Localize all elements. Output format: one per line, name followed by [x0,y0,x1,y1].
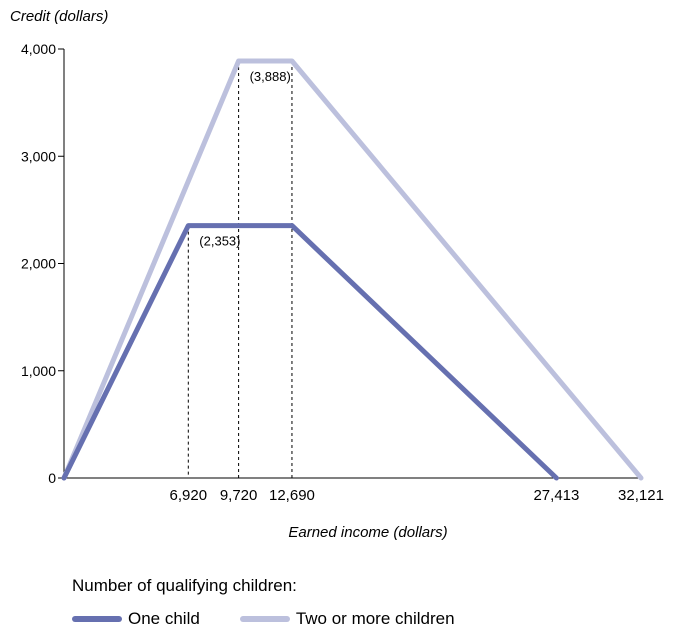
axes [58,48,641,479]
value-annotation: (3,888) [250,69,291,84]
legend-title: Number of qualifying children: [72,576,297,595]
y-tick-label: 1,000 [21,363,56,379]
y-tick-label: 2,000 [21,256,56,272]
y-tick-label: 4,000 [21,41,56,57]
x-tick-label: 9,720 [220,487,258,504]
x-tick-label: 27,413 [533,487,579,504]
y-tick-label: 0 [48,470,56,486]
legend-label-two-or-more: Two or more children [295,609,455,628]
legend-swatch-one-child [72,616,122,622]
x-tick-label: 12,690 [269,487,315,504]
legend-label-one-child: One child [128,609,200,628]
annotations: (2,353) (3,888) [199,69,291,249]
legend-item-one-child: One child [72,609,200,629]
series-layer [61,58,644,481]
x-tick-label: 32,121 [618,487,664,504]
tick-labels: 0 1,000 2,000 3,000 4,000 6,920 9,720 12,690 27,… [21,41,664,504]
series-line-one-child [61,223,559,481]
legend: One child Two or more children [72,609,495,629]
y-axis-title: Credit (dollars) [10,8,109,25]
series-line-two-or-more-children [61,58,644,481]
legend-item-two-or-more-children: Two or more children [239,609,455,629]
reference-lines [187,61,293,478]
x-axis-title: Earned income (dollars) [288,524,448,541]
x-tick-label: 6,920 [170,487,208,504]
value-annotation: (2,353) [199,234,240,249]
legend-swatch-two-or-more [239,616,290,622]
y-tick-label: 3,000 [21,148,56,164]
